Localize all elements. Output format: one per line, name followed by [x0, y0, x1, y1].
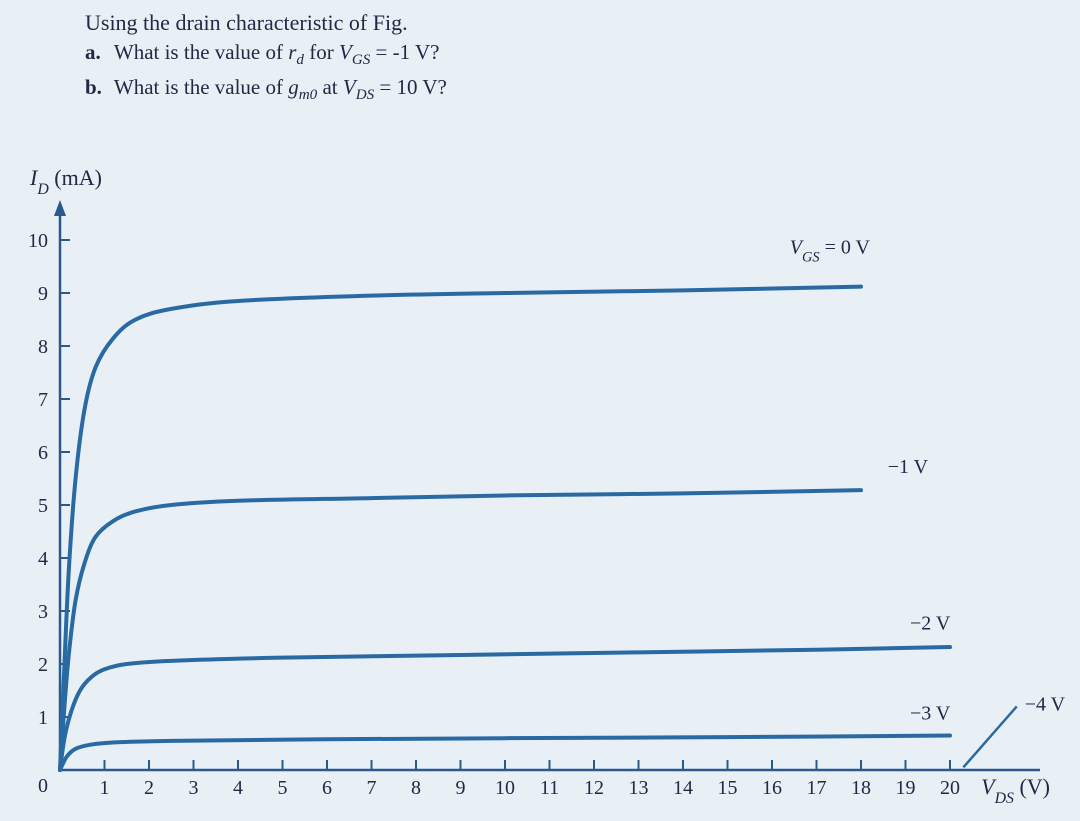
- x-tick-label: 20: [940, 777, 960, 799]
- x-tick-label: 10: [495, 777, 515, 799]
- x-tick-label: 9: [456, 777, 466, 799]
- question-title: Using the drain characteristic of Fig.: [85, 10, 985, 36]
- y-tick-label: 2: [38, 654, 48, 676]
- y-tick-label: 10: [28, 230, 48, 252]
- x-tick-label: 7: [367, 777, 377, 799]
- curve-label-Vgs_-3: −3 V: [910, 703, 951, 725]
- y-axis-label: ID (mA): [29, 165, 102, 198]
- y-tick-label: 1: [38, 707, 48, 729]
- curve-label-Vgs_-1: −1 V: [888, 456, 929, 478]
- x-tick-label: 13: [629, 777, 649, 799]
- x-tick-label: 16: [762, 777, 782, 799]
- curve-Vgs_0: [60, 287, 861, 770]
- question-a: a. What is the value of rd for VGS = -1 …: [85, 40, 985, 69]
- y-tick-label: 6: [38, 442, 48, 464]
- curve-label-Vgs_-2: −2 V: [910, 613, 951, 635]
- curve-label-Vgs_-4: −4 V: [1025, 693, 1066, 715]
- x-tick-label: 18: [851, 777, 871, 799]
- x-tick-label: 0: [38, 775, 48, 797]
- question-b: b. What is the value of gm0 at VDS = 10 …: [85, 75, 985, 104]
- y-tick-label: 8: [38, 336, 48, 358]
- x-tick-label: 14: [673, 777, 693, 799]
- y-tick-label: 5: [38, 495, 48, 517]
- drain-characteristic-chart: 1234567891001234567891011121314151617181…: [0, 150, 1080, 810]
- x-tick-label: 6: [322, 777, 332, 799]
- question-block: Using the drain characteristic of Fig. a…: [85, 10, 985, 110]
- x-tick-label: 17: [807, 777, 827, 799]
- x-tick-label: 11: [540, 777, 559, 799]
- curve-Vgs_-2: [60, 647, 950, 770]
- y-tick-label: 9: [38, 283, 48, 305]
- x-tick-label: 12: [584, 777, 604, 799]
- x-tick-label: 2: [144, 777, 154, 799]
- x-tick-label: 19: [896, 777, 916, 799]
- y-tick-label: 7: [38, 389, 48, 411]
- x-tick-label: 8: [411, 777, 421, 799]
- x-tick-label: 15: [718, 777, 738, 799]
- x-tick-label: 5: [278, 777, 288, 799]
- x-axis-label: VDS (V): [981, 774, 1050, 807]
- y-axis-arrow: [54, 200, 66, 216]
- y-tick-label: 4: [38, 548, 48, 570]
- curve-label-Vgs_0: VGS = 0 V: [790, 236, 871, 265]
- y-tick-label: 3: [38, 601, 48, 623]
- x-tick-label: 4: [233, 777, 243, 799]
- x-tick-label: 1: [100, 777, 110, 799]
- x-tick-label: 3: [189, 777, 199, 799]
- vgs-minus4-line: [963, 706, 1016, 767]
- curve-Vgs_-1: [60, 490, 861, 770]
